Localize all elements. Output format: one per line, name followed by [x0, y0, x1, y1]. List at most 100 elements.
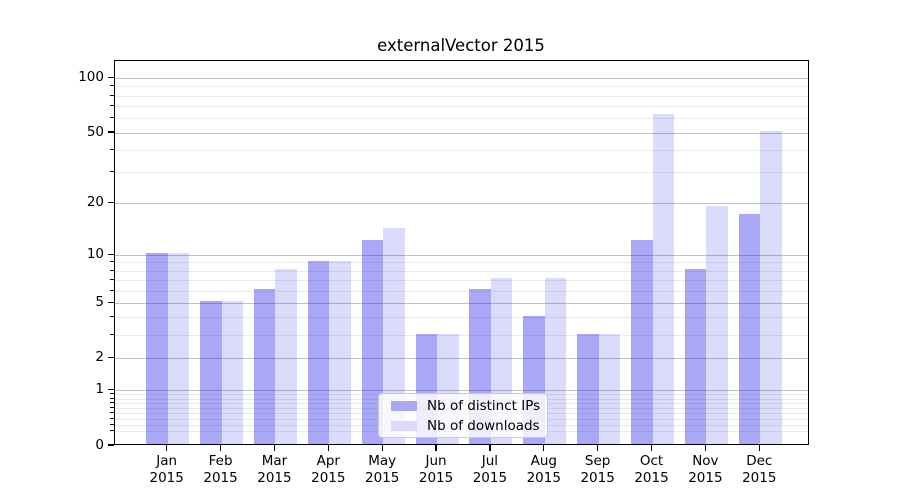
gridline-major [114, 390, 808, 392]
x-tick-label: Sep 2015 [580, 453, 615, 486]
bar-distinct-ips-feb [200, 301, 222, 444]
gridline-major [114, 254, 808, 256]
y-tickmark [107, 444, 114, 446]
x-tickmark [219, 445, 222, 451]
x-tick-label: May 2015 [364, 453, 400, 486]
bar-distinct-ips-jan [146, 253, 168, 444]
y-tick-label: 20 [86, 194, 104, 211]
gridline-minor [114, 270, 808, 272]
gridline-minor [114, 317, 808, 319]
bar-downloads-nov [706, 205, 728, 444]
bar-distinct-ips-mar [253, 289, 276, 444]
y-minor-tickmark [110, 278, 114, 280]
bar-downloads-mar [275, 269, 297, 444]
y-minor-tickmark [110, 171, 114, 173]
y-minor-tickmark [110, 94, 114, 96]
x-tick-label: Jan 2015 [149, 453, 184, 486]
y-minor-tickmark [110, 402, 114, 404]
chart-title: externalVector 2015 [377, 36, 545, 55]
y-tick-label: 10 [86, 245, 104, 262]
y-minor-tickmark [110, 417, 114, 419]
bar-distinct-ips-apr [307, 260, 330, 444]
gridline-minor [114, 262, 808, 264]
y-tick-label: 1 [95, 381, 104, 398]
bar-downloads-apr [329, 260, 351, 444]
x-tickmark [435, 445, 437, 451]
y-minor-tickmark [110, 429, 114, 431]
legend-swatch-downloads [391, 420, 417, 431]
bar-downloads-may [383, 228, 405, 444]
y-tick-label: 0 [95, 436, 104, 453]
bar-downloads-sep [598, 333, 621, 444]
gridline-major [114, 302, 808, 304]
legend-entry-distinct-ips: Nb of distinct IPs [391, 398, 547, 414]
bar-downloads-jan [167, 253, 190, 444]
y-tickmark [107, 202, 114, 204]
x-tick-label: Jun 2015 [418, 453, 454, 486]
y-tickmark [107, 301, 114, 303]
bar-distinct-ips-may [361, 239, 384, 444]
legend-swatch-distinct-ips [391, 400, 417, 411]
gridline-minor [114, 106, 808, 108]
bar-downloads-oct [652, 114, 675, 444]
gridline-major [114, 358, 808, 360]
x-tickmark [381, 445, 383, 451]
y-minor-tickmark [110, 269, 114, 271]
y-tick-label: 50 [86, 123, 104, 140]
x-tick-label: Nov 2015 [688, 453, 723, 486]
gridline-minor [114, 95, 808, 97]
plot-area [113, 60, 809, 445]
y-minor-tickmark [110, 407, 114, 409]
gridline-minor [114, 335, 808, 337]
y-tick-label: 2 [95, 349, 104, 366]
y-minor-tickmark [110, 412, 114, 414]
legend-label-distinct-ips: Nb of distinct IPs [427, 397, 541, 414]
x-tickmark [758, 445, 760, 451]
gridline-major [114, 203, 808, 205]
x-tickmark [273, 445, 276, 451]
x-tickmark [327, 445, 329, 451]
gridline-minor [114, 172, 808, 174]
y-tickmark [107, 253, 114, 255]
y-tickmark [107, 131, 114, 133]
x-tick-label: Aug 2015 [526, 453, 561, 486]
x-tick-label: Feb 2015 [203, 453, 238, 486]
x-tickmark [166, 445, 168, 451]
y-minor-tickmark [110, 148, 114, 150]
gridline-major [114, 132, 808, 134]
x-tickmark [543, 445, 545, 451]
y-minor-tickmark [110, 261, 114, 263]
gridline-major [114, 78, 808, 80]
x-tick-label: Jul 2015 [472, 453, 508, 486]
x-tickmark [704, 445, 706, 451]
x-tickmark [489, 445, 491, 451]
y-tick-label: 100 [78, 69, 104, 86]
x-tick-label: Oct 2015 [634, 453, 669, 486]
bar-downloads-feb [221, 301, 244, 444]
y-minor-tickmark [110, 423, 114, 425]
y-axis: 0 1 2 5 10 20 50 100 [0, 0, 104, 500]
y-tickmark [107, 356, 114, 359]
gridline-minor [114, 86, 808, 88]
y-minor-tickmark [110, 117, 114, 119]
legend-entry-downloads: Nb of downloads [391, 418, 547, 434]
bar-downloads-dec [760, 131, 782, 444]
y-minor-tickmark [110, 397, 114, 399]
y-minor-tickmark [110, 85, 114, 87]
y-minor-tickmark [110, 289, 114, 291]
gridline-minor [114, 290, 808, 292]
x-tick-label: Mar 2015 [257, 453, 292, 486]
x-tick-label: Apr 2015 [311, 453, 346, 486]
bar-distinct-ips-dec [738, 213, 761, 444]
x-tickmark [597, 445, 599, 451]
legend-label-downloads: Nb of downloads [427, 417, 540, 434]
bar-distinct-ips-sep [577, 333, 599, 444]
y-tickmark [107, 389, 114, 391]
bar-distinct-ips-nov [684, 269, 707, 444]
x-tickmark [650, 445, 653, 451]
x-tick-label: Dec 2015 [742, 453, 777, 486]
bar-downloads-aug [544, 278, 567, 444]
y-tickmark [107, 77, 114, 79]
gridline-minor [114, 149, 808, 151]
